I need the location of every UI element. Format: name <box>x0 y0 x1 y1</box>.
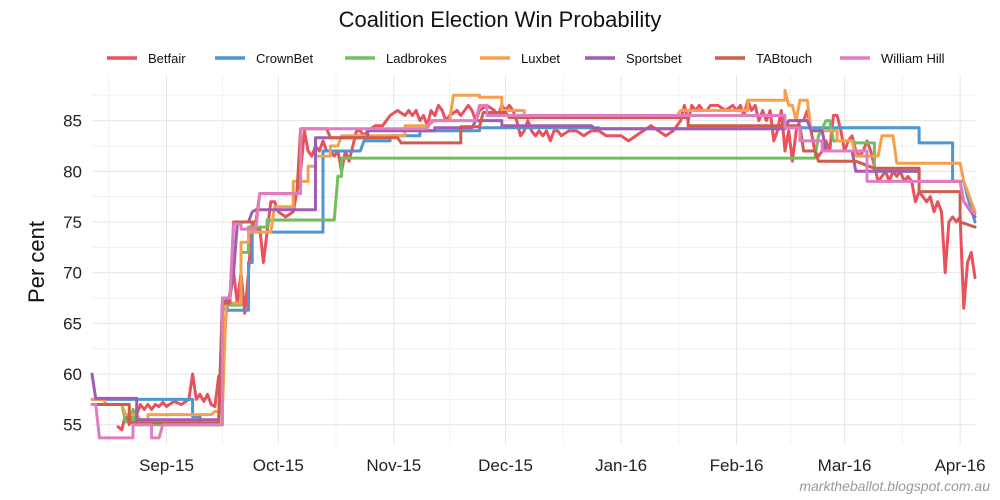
series-line-william-hill <box>90 103 977 440</box>
legend-label-sportsbet: Sportsbet <box>626 51 682 66</box>
x-tick-label: Dec-15 <box>478 456 533 475</box>
x-tick-label: Jan-16 <box>595 456 647 475</box>
y-axis-label: Per cent <box>24 221 49 303</box>
series-line-crownbet <box>90 126 977 427</box>
y-tick-label: 85 <box>63 112 82 131</box>
x-tick-label: Mar-16 <box>818 456 872 475</box>
x-tick-label: Apr-16 <box>935 456 986 475</box>
legend-label-betfair: Betfair <box>148 51 186 66</box>
x-tick-label: Oct-15 <box>253 456 304 475</box>
y-tick-label: 80 <box>63 162 82 181</box>
x-axis-ticks: Sep-15 Oct-15 Nov-15 Dec-15 Jan-16 Feb-16 Mar-… <box>139 456 986 475</box>
x-tick-label: Sep-15 <box>139 456 194 475</box>
y-tick-label: 55 <box>63 416 82 435</box>
x-tick-label: Feb-16 <box>710 456 764 475</box>
legend: Betfair CrownBet Ladbrokes Luxbet Sportsbet T… <box>107 51 945 66</box>
legend-label-tabtouch: TABtouch <box>756 51 812 66</box>
y-tick-label: 60 <box>63 365 82 384</box>
source-credit: marktheballot.blogspot.com.au <box>799 478 990 494</box>
y-tick-label: 65 <box>63 314 82 333</box>
legend-label-william-hill: William Hill <box>881 51 945 66</box>
y-axis-ticks: 55 60 65 70 75 80 85 <box>63 112 82 435</box>
series-line-luxbet <box>90 88 977 422</box>
y-tick-label: 75 <box>63 213 82 232</box>
x-tick-label: Nov-15 <box>366 456 421 475</box>
legend-label-luxbet: Luxbet <box>521 51 560 66</box>
legend-label-ladbrokes: Ladbrokes <box>386 51 447 66</box>
chart-title: Coalition Election Win Probability <box>339 7 662 32</box>
series-lines <box>90 88 977 440</box>
y-tick-label: 70 <box>63 264 82 283</box>
legend-label-crownbet: CrownBet <box>256 51 313 66</box>
